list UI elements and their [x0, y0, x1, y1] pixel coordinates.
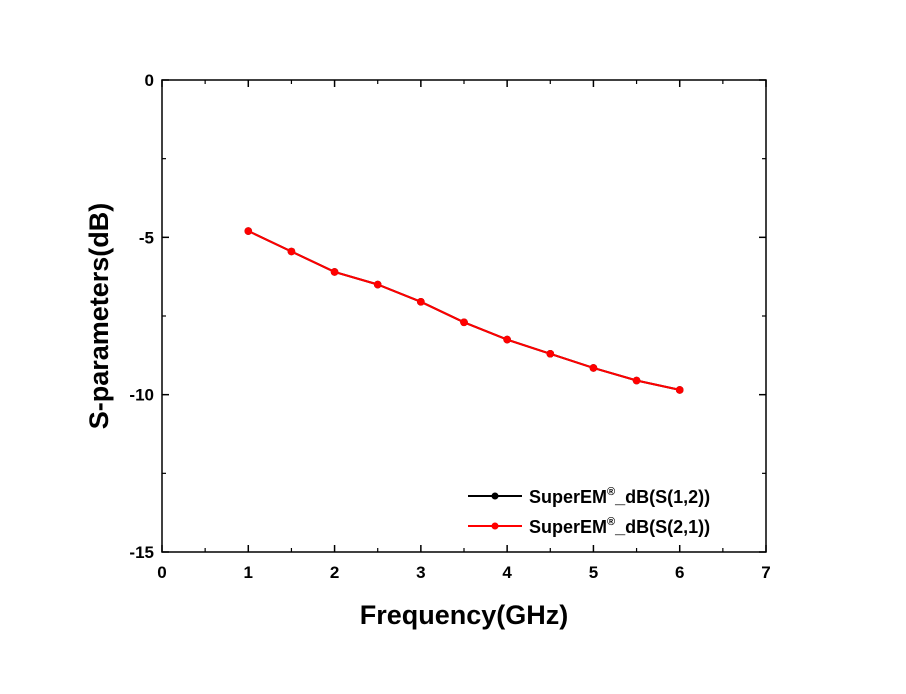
data-point [330, 268, 339, 276]
data-point [460, 318, 468, 327]
y-tick-label: 0 [145, 71, 154, 90]
legend-label-s12: SuperEM®_dB(S(1,2)) [529, 486, 710, 507]
x-tick-label: 6 [675, 563, 684, 582]
data-point [244, 227, 253, 235]
x-tick-label: 2 [330, 563, 339, 582]
data-point [589, 364, 598, 372]
data-point [546, 349, 555, 358]
x-tick-label: 3 [416, 563, 425, 582]
legend-label-s21: SuperEM®_dB(S(2,1)) [529, 516, 710, 537]
data-point [417, 298, 425, 306]
x-tick-label: 4 [502, 563, 512, 582]
y-axis-title: S-parameters(dB) [84, 203, 114, 430]
series-layer [244, 227, 684, 394]
x-tick-label: 0 [157, 563, 166, 582]
y-tick-label: -5 [139, 228, 154, 247]
legend: SuperEM®_dB(S(1,2)) SuperEM®_dB(S(2,1)) [468, 486, 710, 537]
legend-marker-s12 [491, 492, 499, 500]
data-point [503, 335, 511, 344]
data-point [632, 376, 641, 385]
data-point [287, 247, 296, 256]
data-point [675, 386, 684, 394]
y-tick-label: -10 [129, 386, 154, 405]
x-axis-title: Frequency(GHz) [360, 600, 569, 630]
legend-marker-s21 [491, 522, 499, 530]
ticks-layer: 0 1 2 3 4 5 6 7 0 -5 -10 -15 [129, 71, 770, 582]
x-tick-label: 1 [244, 563, 253, 582]
plot-frame [161, 79, 767, 553]
x-tick-label: 5 [589, 563, 598, 582]
x-tick-label: 7 [761, 563, 770, 582]
data-point [373, 280, 382, 289]
y-tick-label: -15 [129, 543, 154, 562]
